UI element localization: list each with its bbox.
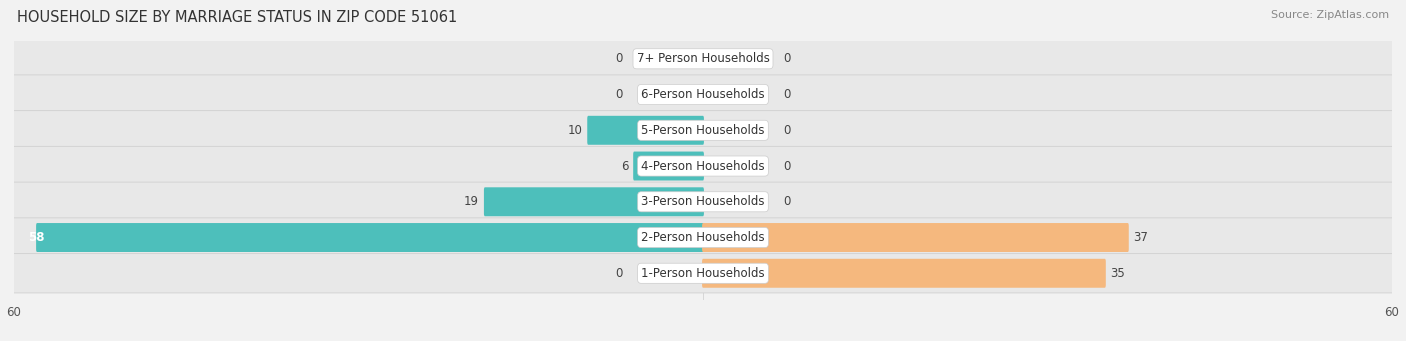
Text: 0: 0 — [783, 160, 790, 173]
Text: 3-Person Households: 3-Person Households — [641, 195, 765, 208]
Text: Source: ZipAtlas.com: Source: ZipAtlas.com — [1271, 10, 1389, 20]
Text: 0: 0 — [783, 52, 790, 65]
Text: 0: 0 — [616, 52, 623, 65]
FancyBboxPatch shape — [13, 146, 1393, 186]
FancyBboxPatch shape — [13, 75, 1393, 114]
Text: 1-Person Households: 1-Person Households — [641, 267, 765, 280]
Text: 2-Person Households: 2-Person Households — [641, 231, 765, 244]
FancyBboxPatch shape — [13, 39, 1393, 78]
FancyBboxPatch shape — [13, 182, 1393, 221]
Text: 0: 0 — [783, 124, 790, 137]
FancyBboxPatch shape — [13, 254, 1393, 293]
Text: 5-Person Households: 5-Person Households — [641, 124, 765, 137]
Text: 6: 6 — [621, 160, 628, 173]
Text: 0: 0 — [783, 88, 790, 101]
FancyBboxPatch shape — [702, 259, 1105, 288]
Text: 58: 58 — [28, 231, 45, 244]
Text: HOUSEHOLD SIZE BY MARRIAGE STATUS IN ZIP CODE 51061: HOUSEHOLD SIZE BY MARRIAGE STATUS IN ZIP… — [17, 10, 457, 25]
FancyBboxPatch shape — [633, 151, 704, 180]
Text: 0: 0 — [616, 267, 623, 280]
FancyBboxPatch shape — [37, 223, 704, 252]
FancyBboxPatch shape — [13, 110, 1393, 150]
Text: 0: 0 — [616, 88, 623, 101]
Text: 4-Person Households: 4-Person Households — [641, 160, 765, 173]
Text: 0: 0 — [783, 195, 790, 208]
Text: 35: 35 — [1111, 267, 1125, 280]
Text: 37: 37 — [1133, 231, 1149, 244]
Text: 6-Person Households: 6-Person Households — [641, 88, 765, 101]
FancyBboxPatch shape — [484, 187, 704, 216]
Text: 7+ Person Households: 7+ Person Households — [637, 52, 769, 65]
Text: 10: 10 — [568, 124, 582, 137]
FancyBboxPatch shape — [702, 223, 1129, 252]
FancyBboxPatch shape — [588, 116, 704, 145]
Text: 19: 19 — [464, 195, 479, 208]
FancyBboxPatch shape — [13, 218, 1393, 257]
